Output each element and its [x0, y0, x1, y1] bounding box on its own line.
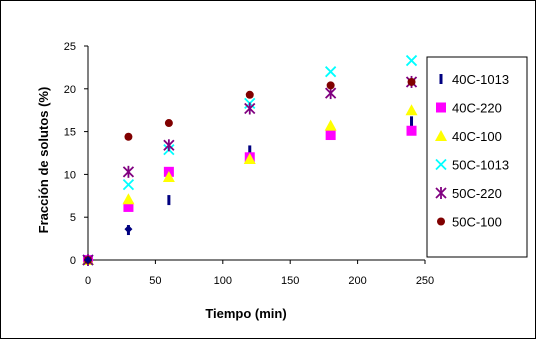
legend-marker	[439, 74, 443, 84]
data-point-40c-100	[122, 193, 135, 205]
data-point-50c-1013	[122, 179, 135, 191]
data-point-50c-100	[124, 132, 133, 141]
legend-label: 40C-1013	[452, 72, 509, 87]
data-point-diamond	[84, 256, 92, 264]
data-point-50c-100	[407, 77, 416, 86]
x-tick-label: 250	[416, 275, 434, 287]
data-point-40c-100	[324, 119, 337, 131]
data-point-40c-1013	[167, 195, 171, 206]
x-tick-label: 0	[85, 275, 91, 287]
legend-label: 40C-220	[452, 101, 502, 116]
y-tick-label: 15	[64, 127, 76, 139]
data-point-40c-220	[406, 125, 417, 136]
x-axis-title: Tiempo (min)	[205, 306, 286, 321]
data-point-50c-220	[163, 139, 175, 152]
data-point-40c-100	[405, 104, 418, 116]
legend-marker	[437, 217, 445, 226]
y-tick-label: 20	[64, 84, 76, 96]
x-tick-label: 50	[149, 275, 161, 287]
legend-marker	[436, 102, 446, 113]
y-tick-label: 0	[70, 255, 76, 267]
data-point-40c-100	[243, 152, 256, 164]
data-point-50c-100	[245, 90, 254, 99]
y-tick-label: 10	[64, 169, 76, 181]
data-point-40c-1013	[410, 116, 414, 127]
data-point-50c-1013	[405, 54, 418, 67]
legend-label: 40C-100	[452, 129, 502, 144]
x-tick-label: 100	[214, 275, 232, 287]
data-point-50c-220	[122, 165, 135, 178]
data-point-40c-100	[162, 170, 175, 182]
data-point-50c-1013	[325, 66, 337, 78]
x-tick-label: 200	[348, 275, 366, 287]
data-point-50c-220	[244, 102, 256, 115]
y-axis-title: Fracción de solutos (%)	[36, 87, 51, 234]
legend: 40C-1013 40C-220 40C-100 50C-1013 50C-220 50C…	[426, 56, 528, 258]
legend-label: 50C-220	[452, 186, 502, 201]
data-point-diamond	[124, 225, 133, 234]
data-point-50c-100	[164, 119, 173, 128]
legend-marker	[435, 158, 447, 171]
data-point-40c-220	[123, 201, 134, 212]
legend-marker	[435, 130, 447, 141]
legend-label: 50C-1013	[452, 158, 509, 173]
data-point-50c-100	[326, 81, 335, 90]
y-tick-label: 5	[70, 212, 76, 224]
legend-label: 50C-100	[452, 215, 502, 230]
x-tick-label: 150	[281, 275, 299, 287]
data-point-40c-1013	[248, 145, 252, 156]
legend-marker	[435, 187, 447, 199]
y-tick-label: 25	[64, 41, 76, 53]
data-point-40c-220	[325, 130, 336, 141]
